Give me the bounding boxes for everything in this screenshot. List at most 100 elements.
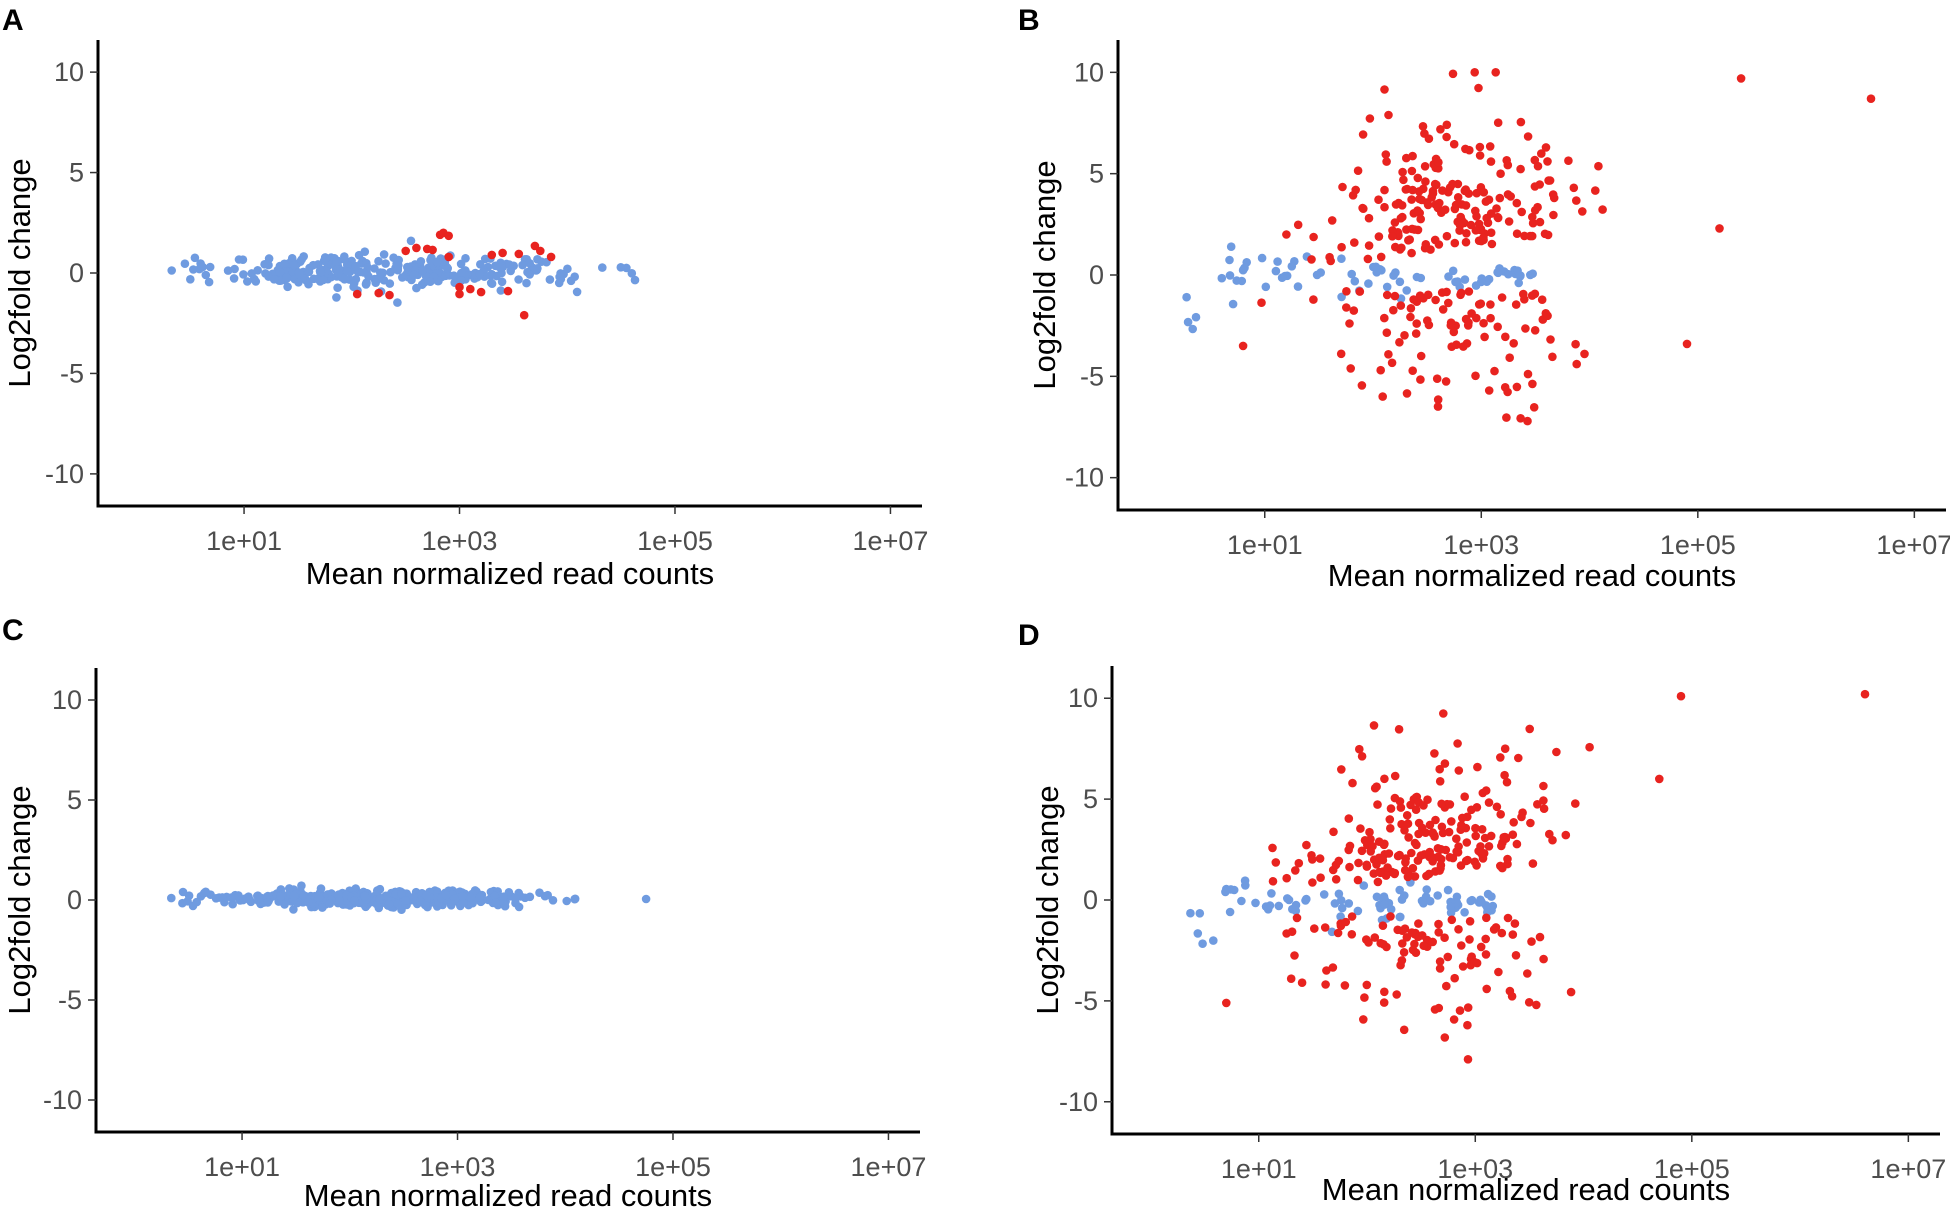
data-point [1527, 291, 1537, 300]
data-point [1346, 364, 1355, 373]
data-point [1366, 834, 1375, 844]
data-point [466, 284, 475, 294]
data-point [1436, 845, 1446, 854]
data-point [1374, 195, 1383, 204]
data-point [1292, 913, 1302, 923]
data-point [1340, 981, 1350, 990]
data-point [412, 283, 421, 293]
data-point [1182, 292, 1191, 302]
data-point [403, 262, 412, 272]
y-tick-label: -10 [1059, 1087, 1098, 1117]
data-point [1430, 749, 1439, 758]
data-point [1382, 290, 1392, 300]
data-point [1564, 156, 1573, 165]
data-point [1492, 802, 1502, 812]
x-tick-label: 1e+05 [637, 526, 713, 556]
data-point [1505, 353, 1514, 363]
data-point [351, 261, 361, 271]
data-point [1364, 938, 1373, 947]
data-point [1412, 840, 1421, 850]
data-point [1493, 118, 1503, 127]
data-point [1419, 941, 1428, 950]
data-point [376, 268, 385, 277]
data-point [1433, 891, 1442, 900]
data-point [1238, 341, 1248, 351]
data-point [1457, 821, 1466, 830]
data-point [1382, 942, 1391, 952]
data-point [444, 252, 454, 262]
data-point [1356, 824, 1365, 833]
data-point [570, 894, 580, 904]
data-point [492, 271, 501, 281]
data-point [1380, 85, 1389, 94]
data-point [1334, 856, 1344, 866]
y-tick-label: 10 [1074, 57, 1104, 87]
data-point [1257, 253, 1267, 263]
data-point [1502, 413, 1511, 422]
data-point [1384, 110, 1393, 120]
data-point [456, 259, 466, 269]
data-point [1444, 298, 1453, 308]
data-point [1461, 237, 1471, 247]
data-point [1395, 338, 1404, 347]
data-point [1443, 952, 1453, 962]
data-point [518, 260, 527, 270]
data-point [1524, 998, 1534, 1007]
data-point [1396, 912, 1405, 922]
axis-lines [1110, 666, 1940, 1136]
data-point [1365, 114, 1375, 123]
data-point [1431, 815, 1440, 825]
data-point [476, 260, 485, 269]
data-point [234, 255, 244, 264]
data-point [1414, 919, 1423, 928]
data-point [455, 289, 464, 299]
data-point [1365, 827, 1374, 837]
data-point [1655, 774, 1664, 784]
data-point [1373, 877, 1383, 887]
data-point [1481, 950, 1491, 959]
data-point [1454, 925, 1463, 934]
data-point [514, 902, 524, 912]
data-point [1448, 179, 1457, 189]
data-point [1268, 877, 1278, 886]
data-point [1238, 265, 1248, 275]
data-point [1354, 858, 1363, 868]
data-point [1357, 752, 1367, 761]
data-point [1591, 186, 1600, 195]
data-point [1458, 813, 1467, 823]
data-point [1523, 369, 1533, 379]
data-point [1309, 295, 1318, 304]
data-point [1291, 866, 1300, 875]
data-point [371, 278, 381, 288]
data-point [1345, 862, 1354, 872]
data-point [1408, 185, 1417, 195]
data-point [1493, 268, 1502, 277]
data-point [1422, 885, 1431, 894]
data-point [1566, 987, 1576, 997]
data-point [406, 236, 416, 246]
data-point [1470, 68, 1479, 77]
data-point [1191, 312, 1201, 322]
data-point [1537, 295, 1547, 305]
axis-lines [1116, 40, 1946, 512]
data-point [1594, 161, 1603, 171]
series-significant [1222, 689, 1870, 1064]
data-point [1481, 934, 1490, 944]
data-point [1475, 142, 1485, 152]
data-point [432, 257, 442, 267]
data-point [1472, 313, 1481, 323]
data-point [1232, 276, 1241, 285]
data-point [1386, 905, 1396, 914]
data-point [1457, 941, 1466, 950]
data-point [499, 892, 508, 901]
x-tick-label: 1e+03 [1443, 530, 1519, 560]
data-point [500, 901, 510, 911]
data-point [1397, 956, 1407, 965]
data-point [1535, 217, 1545, 227]
data-point [1421, 177, 1430, 186]
data-point [1419, 801, 1428, 810]
data-point [1404, 833, 1413, 842]
data-point [245, 895, 254, 905]
data-point [401, 246, 411, 256]
data-point [1497, 928, 1507, 938]
